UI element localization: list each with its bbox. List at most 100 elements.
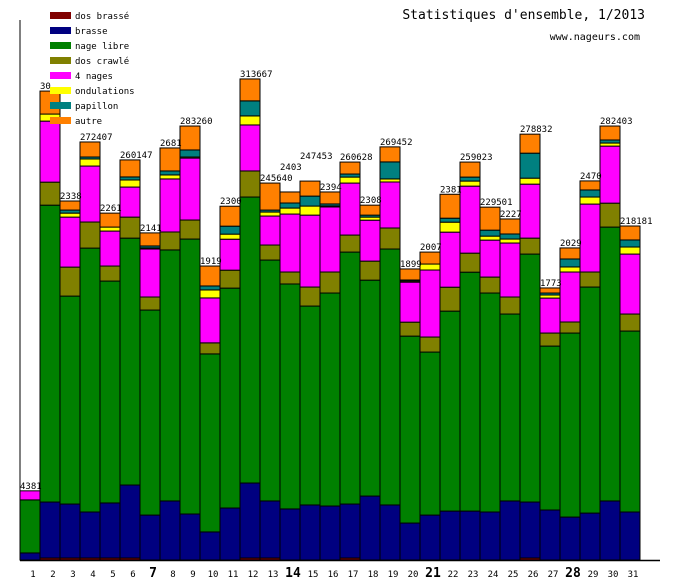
x-tick-label: 22 [448,570,459,580]
segment-autre [179,125,201,151]
x-tick-label: 28 [565,566,581,580]
legend-swatch [50,117,71,124]
segment-nage-libre [399,335,421,524]
segment-nage-libre [79,247,101,513]
bar-day-23 [459,161,481,561]
segment-brasse [439,510,461,561]
segment-brasse [39,501,61,559]
segment-autre [319,191,341,205]
segment-papillon [559,258,581,268]
segment-brasse [159,500,181,561]
bar-day-26 [519,133,541,561]
segment-4-nages [139,248,161,298]
bar-value-label: 2141 [140,224,162,234]
segment-autre [439,193,461,219]
segment-dos-crawlé [39,181,61,206]
segment-brasse [179,513,201,561]
x-tick-label: 18 [368,570,379,580]
segment-brasse [199,531,221,561]
x-tick-label: 16 [328,570,339,580]
bar-day-12 [239,78,261,561]
segment-dos-crawlé [539,332,561,347]
segment-4-nages [419,269,441,338]
bar-day-29 [579,180,601,561]
segment-4-nages [119,186,141,218]
segment-autre [139,232,161,247]
segment-dos-crawlé [519,237,541,255]
segment-autre [79,141,101,158]
segment-nage-libre [439,310,461,512]
bar-day-14 [279,191,301,561]
segment-autre [579,180,601,191]
legend-swatch [50,87,71,94]
bar-value-label: 2300 [220,197,242,207]
segment-papillon [579,189,601,198]
legend: dos brassé brasse nage libre dos crawlé 4 na… [50,11,135,127]
segment-autre [299,180,321,197]
x-tick-label: 11 [228,570,239,580]
bar-value-label: 259023 [460,153,493,163]
segment-papillon [459,176,481,182]
segment-dos-crawlé [159,231,181,251]
segment-brasse [599,500,621,561]
x-tick-label: 8 [170,570,175,580]
bar-day-1 [19,490,41,561]
segment-dos-crawlé [419,336,441,353]
x-tick-label: 15 [308,570,319,580]
segment-4-nages [619,253,641,315]
segment-ondulations [239,115,261,126]
segment-ondulations [519,177,541,185]
segment-autre [159,147,181,172]
segment-dos-crawlé [319,271,341,294]
segment-brasse [479,511,501,561]
x-tick-label: 7 [149,566,157,580]
segment-brasse [139,514,161,561]
segment-4-nages [579,203,601,273]
segment-brasse [239,482,261,559]
bar-day-10 [199,265,221,561]
segment-autre [199,265,221,287]
segment-autre [399,268,421,281]
segment-brasse [279,508,301,561]
segment-nage-libre [539,345,561,511]
chart-title: Statistiques d'ensemble, 1/2013 [402,8,645,23]
segment-ondulations [479,235,501,241]
bar-day-24 [479,206,501,561]
segment-ondulations [559,266,581,273]
legend-label: dos crawlé [75,56,129,67]
x-tick-label: 3 [70,570,75,580]
segment-dos-crawlé [559,321,581,334]
x-tick-label: 21 [425,566,441,580]
segment-dos-crawlé [599,202,621,228]
segment-brasse [579,512,601,561]
bar-value-label: 272407 [80,133,113,143]
bar-day-6 [119,159,141,561]
segment-nage-libre [619,330,641,513]
segment-nage-libre [99,280,121,504]
bars-group [19,78,641,561]
segment-nage-libre [359,279,381,497]
x-tick-label: 17 [348,570,359,580]
x-tick-label: 25 [508,570,519,580]
segment-papillon [159,170,181,176]
bar-day-22 [439,193,461,561]
bar-day-27 [539,287,561,561]
segment-dos-crawlé [279,271,301,285]
x-tick-label: 29 [588,570,599,580]
site-url: www.nageurs.com [549,32,640,43]
segment-brasse [559,516,581,561]
legend-swatch [50,42,71,49]
segment-papillon [239,100,261,117]
segment-ondulations [259,211,281,217]
segment-autre [99,212,121,228]
bar-day-13 [259,182,281,561]
x-tick-label: 5 [110,570,115,580]
segment-brasse [79,511,101,559]
segment-4-nages [99,230,121,267]
segment-nage-libre [339,251,361,505]
segment-autre [239,78,261,102]
segment-papillon [499,233,521,240]
segment-4-nages [59,216,81,268]
segment-dos-crawlé [459,252,481,273]
segment-nage-libre [459,271,481,512]
